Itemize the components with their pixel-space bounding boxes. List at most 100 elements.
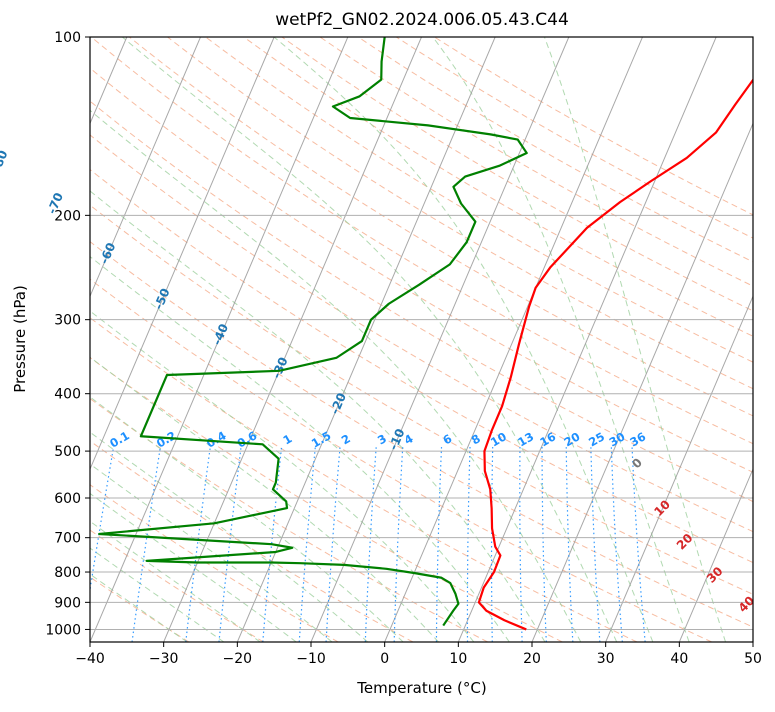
moist-adiabat: [90, 547, 225, 642]
y-tick-label: 300: [54, 313, 81, 329]
y-tick-label: 1000: [45, 622, 81, 638]
x-tick-label: 50: [744, 651, 762, 667]
mixing-ratio-label: 2: [339, 431, 353, 447]
x-tick-label: 30: [597, 651, 615, 667]
mixing-ratio-line: [610, 445, 623, 642]
mixing-ratio-line: [519, 445, 523, 642]
moist-adiabat: [90, 520, 261, 642]
x-tick-label: 40: [670, 651, 688, 667]
x-axis-label: Temperature (°C): [356, 679, 486, 697]
mixing-ratio-line: [631, 445, 646, 642]
dry-adiabat: [357, 37, 753, 263]
y-tick-label: 100: [54, 30, 81, 46]
mixing-ratio-label: 30: [607, 429, 628, 449]
mixing-ratio-line: [490, 445, 494, 642]
mixing-ratio-label: 8: [469, 431, 483, 447]
mixing-ratio-line: [90, 445, 115, 594]
x-tick-label: 20: [523, 651, 541, 667]
moist-adiabat: [121, 37, 618, 642]
isotherm-label: -20: [328, 391, 349, 416]
moist-adiabat: [90, 492, 297, 642]
mixing-ratio-line: [185, 445, 212, 642]
dry-adiabat: [396, 37, 753, 239]
mixing-ratio-line: [131, 445, 162, 642]
dewpoint-line: [98, 37, 528, 627]
isotherm-label: -40: [210, 322, 231, 347]
isotherm-line: [384, 37, 643, 642]
dry-adiabat: [90, 37, 753, 445]
mixing-ratio-label: 0.6: [235, 428, 260, 450]
y-tick-label: 200: [54, 208, 81, 224]
y-tick-label: 800: [54, 565, 81, 581]
x-tick-label: 10: [449, 651, 467, 667]
mixing-ratio-label: 36: [627, 429, 648, 449]
mixing-ratio-line: [435, 445, 443, 642]
mixing-ratio-line: [565, 445, 574, 642]
moist-adiabat: [273, 37, 654, 642]
mixing-ratio-line: [541, 445, 547, 642]
x-tick-label: −30: [149, 651, 179, 667]
mixing-ratio-label: 0.4: [204, 428, 229, 450]
moist-adiabat: [544, 37, 727, 642]
isotherm-line: [531, 122, 753, 642]
y-tick-label: 500: [54, 444, 81, 460]
mixing-ratio-label: 4: [402, 431, 416, 447]
isotherm-line: [90, 37, 349, 642]
isotherm-line: [605, 295, 753, 642]
moist-adiabat: [90, 396, 404, 642]
y-tick-label: 900: [54, 595, 81, 611]
dry-adiabat: [90, 204, 753, 595]
x-tick-label: −40: [75, 651, 105, 667]
dry-adiabat: [90, 440, 414, 642]
y-tick-label: 600: [54, 491, 81, 507]
dry-adiabat: [90, 356, 563, 642]
dry-adiabat: [90, 134, 753, 533]
dry-adiabat: [90, 397, 488, 642]
mixing-ratio-label: 6: [440, 431, 454, 447]
dry-adiabat: [319, 37, 753, 287]
mixing-ratio-label: 10: [488, 429, 509, 449]
dry-adiabat: [90, 67, 753, 473]
y-axis-label: Pressure (hPa): [11, 285, 29, 393]
dry-adiabat: [281, 37, 753, 312]
isotherm-line: [90, 37, 201, 298]
mixing-ratio-line: [325, 445, 341, 642]
isotherm-line: [457, 37, 717, 642]
temperature-line: [477, 78, 753, 631]
mixing-ratio-line: [393, 445, 404, 642]
dry-adiabat-label: 40: [736, 593, 758, 615]
mixing-ratio-label: 25: [586, 429, 607, 449]
dry-adiabat: [129, 37, 753, 417]
mixing-ratio-line: [466, 445, 471, 642]
dry-adiabat: [90, 241, 753, 628]
moist-adiabat: [90, 356, 439, 642]
background-lines: [90, 37, 753, 642]
dry-adiabat: [90, 168, 753, 564]
isotherm-line: [678, 467, 753, 642]
moist-adiabat: [432, 37, 690, 642]
moist-adiabat: [90, 573, 188, 642]
dry-adiabat: [243, 37, 753, 337]
dry-adiabat: [90, 100, 753, 503]
isotherm-label: -30: [269, 355, 290, 380]
mixing-ratio-label: 20: [562, 429, 583, 449]
y-tick-label: 700: [54, 531, 81, 547]
isotherm-label: -80: [0, 148, 11, 173]
mixing-ratio-label: 16: [537, 429, 558, 449]
dry-adiabat: [434, 37, 753, 216]
dry-adiabat: [90, 278, 712, 642]
plot-frame: [89, 36, 754, 643]
mixing-ratio-line: [590, 445, 601, 642]
mixing-ratio-line: [298, 445, 316, 642]
moist-adiabat: [90, 310, 475, 642]
isotherm-label: -60: [97, 241, 118, 266]
dry-adiabat-label: 0: [629, 455, 645, 471]
dry-adiabat: [205, 37, 753, 363]
dry-adiabat: [90, 317, 638, 642]
x-tick-label: −20: [223, 651, 253, 667]
mixing-ratio-label: 1: [281, 431, 295, 447]
moist-adiabat: [90, 109, 582, 642]
isotherm-line: [236, 37, 496, 642]
x-tick-label: −10: [296, 651, 326, 667]
